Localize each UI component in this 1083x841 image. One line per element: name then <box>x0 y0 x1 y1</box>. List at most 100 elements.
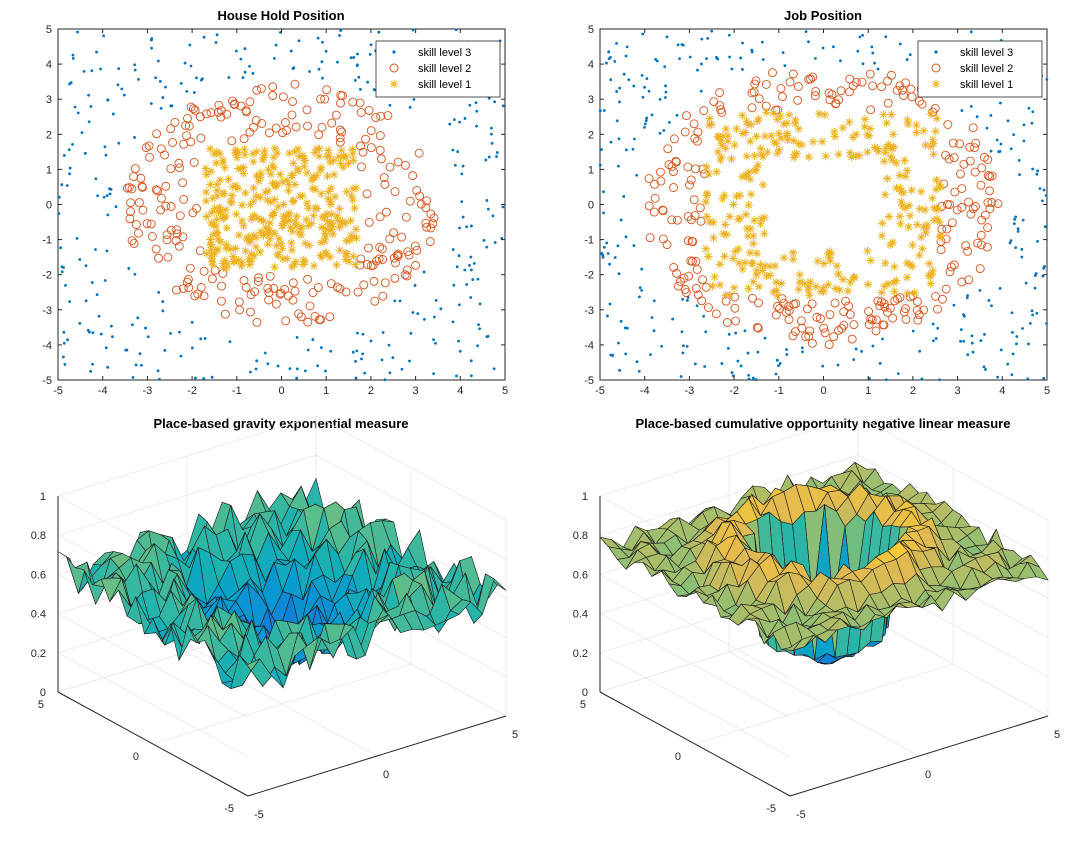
data-point <box>658 206 668 216</box>
data-point <box>812 312 822 322</box>
data-point <box>706 36 710 40</box>
data-point <box>622 195 626 198</box>
data-point <box>249 370 252 374</box>
data-point <box>785 353 789 356</box>
data-point <box>411 260 421 270</box>
data-point <box>290 286 300 296</box>
data-point <box>287 227 297 236</box>
data-point <box>655 167 665 177</box>
legend-label: skill level 2 <box>960 63 1013 75</box>
data-point <box>147 232 157 241</box>
data-point <box>310 148 319 157</box>
legend-marker <box>931 63 941 73</box>
data-point <box>300 162 309 171</box>
data-point <box>903 115 912 125</box>
data-point <box>158 79 162 83</box>
data-point <box>169 331 172 335</box>
data-point <box>142 219 152 229</box>
data-point <box>984 368 987 371</box>
data-point <box>383 111 393 120</box>
data-point <box>324 187 333 196</box>
data-point <box>998 101 1002 105</box>
data-point <box>134 228 143 238</box>
data-point <box>284 210 293 220</box>
data-point <box>303 317 313 327</box>
data-point <box>624 352 628 356</box>
data-point <box>201 164 210 173</box>
data-point <box>784 301 794 311</box>
data-point <box>1036 169 1039 173</box>
data-point <box>76 111 80 115</box>
data-point <box>645 116 649 120</box>
data-point <box>847 334 857 344</box>
data-point <box>104 346 108 350</box>
data-point <box>702 189 712 198</box>
data-point <box>860 122 869 131</box>
data-point <box>643 125 646 129</box>
data-point <box>188 43 192 47</box>
data-point <box>368 260 378 270</box>
x-tick-label: 3 <box>955 385 961 397</box>
panel-cumulative-opportunity: Place-based cumulative opportunity negat… <box>573 415 1060 821</box>
data-point <box>298 260 308 269</box>
data-point <box>747 373 751 377</box>
data-point <box>287 171 296 180</box>
data-point <box>248 64 251 68</box>
data-point <box>432 338 435 342</box>
data-point <box>326 200 335 209</box>
data-point <box>184 283 194 293</box>
data-point <box>609 55 612 59</box>
surface-patch <box>239 654 260 672</box>
x-tick-label: 5 <box>502 385 508 397</box>
data-point <box>806 277 815 287</box>
data-point <box>685 344 689 348</box>
data-point <box>933 304 942 314</box>
data-point <box>970 167 980 177</box>
data-point <box>212 158 221 168</box>
data-point <box>756 260 765 269</box>
data-point <box>756 144 765 153</box>
data-point <box>899 91 908 100</box>
data-point <box>280 216 290 225</box>
data-point <box>335 223 344 232</box>
data-point <box>792 149 801 158</box>
data-point <box>336 159 345 168</box>
data-point <box>269 163 279 172</box>
data-point <box>458 226 461 230</box>
data-point <box>871 344 875 348</box>
data-point <box>469 224 473 228</box>
data-point <box>782 131 792 140</box>
y-tick-label: 1 <box>588 164 594 176</box>
data-point <box>206 235 215 244</box>
data-point <box>317 122 327 132</box>
data-point <box>1018 173 1021 176</box>
data-point <box>945 267 955 277</box>
data-point <box>62 341 66 345</box>
data-point <box>735 214 744 223</box>
data-point <box>140 363 143 367</box>
data-point <box>797 140 806 150</box>
data-point <box>692 265 702 274</box>
data-point <box>213 191 222 200</box>
data-point <box>210 375 214 379</box>
data-point <box>351 183 361 193</box>
data-point <box>221 205 230 214</box>
x-tick-label: -1 <box>232 385 242 397</box>
data-point <box>356 162 366 172</box>
data-point <box>976 230 986 240</box>
data-point <box>901 78 910 88</box>
data-point <box>711 309 721 319</box>
data-point <box>912 128 921 137</box>
data-point <box>866 314 876 324</box>
data-point <box>1045 78 1049 81</box>
data-point <box>1042 376 1046 380</box>
data-point <box>599 148 603 151</box>
data-point <box>892 294 902 304</box>
data-point <box>366 143 376 153</box>
data-point <box>814 56 817 60</box>
data-point <box>1033 286 1037 290</box>
data-point <box>598 163 602 167</box>
data-point <box>810 91 820 101</box>
data-point <box>392 250 402 260</box>
data-point <box>749 277 758 286</box>
